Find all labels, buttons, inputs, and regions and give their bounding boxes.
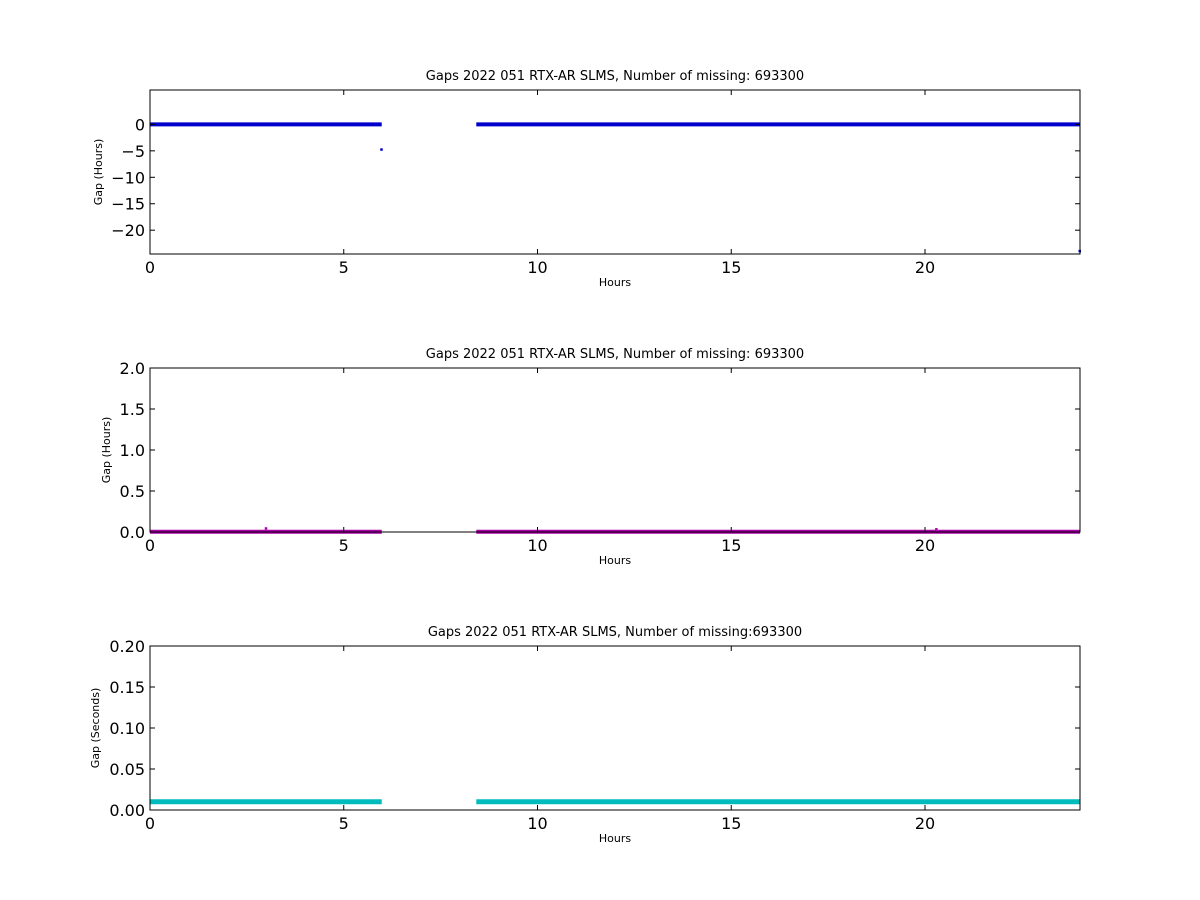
- gaps-hours-panel-top: Gaps 2022 051 RTX-AR SLMS, Number of mis…: [92, 69, 1081, 289]
- data-point: [935, 528, 938, 531]
- data-point: [380, 148, 383, 151]
- data-point: [264, 527, 268, 530]
- chart-title: Gaps 2022 051 RTX-AR SLMS, Number of mis…: [426, 69, 804, 84]
- y-tick-label: 0.5: [120, 482, 145, 501]
- x-tick-label: 15: [721, 536, 741, 555]
- y-tick-label: 0.15: [109, 678, 145, 697]
- x-tick-label: 0: [145, 258, 155, 277]
- y-tick-label: −20: [111, 221, 145, 240]
- y-tick-label: 0.00: [109, 801, 145, 820]
- x-tick-label: 10: [527, 536, 547, 555]
- y-axis-label: Gap (Hours): [100, 417, 113, 484]
- x-tick-label: 15: [721, 814, 741, 833]
- y-axis-label: Gap (Hours): [92, 139, 105, 206]
- plot-frame: [149, 367, 1081, 533]
- x-tick-label: 5: [339, 814, 349, 833]
- x-axis-label: Hours: [599, 554, 631, 567]
- data-series: [150, 122, 1081, 253]
- y-tick-label: 0.0: [120, 523, 145, 542]
- gaps-hours-panel-middle: Gaps 2022 051 RTX-AR SLMS, Number of mis…: [100, 347, 1081, 567]
- x-tick-label: 20: [915, 258, 935, 277]
- x-tick-label: 5: [339, 258, 349, 277]
- y-axis-label: Gap (Seconds): [89, 688, 102, 769]
- plot-frame: [149, 89, 1081, 255]
- x-tick-label: 10: [527, 814, 547, 833]
- y-tick-label: 0.20: [109, 637, 145, 656]
- y-tick-label: 1.5: [120, 400, 145, 419]
- chart-title: Gaps 2022 051 RTX-AR SLMS, Number of mis…: [428, 625, 802, 640]
- x-tick-label: 20: [915, 536, 935, 555]
- data-series: [150, 527, 1080, 534]
- x-axis-label: Hours: [599, 276, 631, 289]
- x-axis-label: Hours: [599, 832, 631, 845]
- y-tick-label: 2.0: [120, 359, 145, 378]
- plot-frame: [149, 645, 1081, 811]
- y-tick-label: 0.10: [109, 719, 145, 738]
- x-tick-label: 20: [915, 814, 935, 833]
- x-tick-label: 10: [527, 258, 547, 277]
- y-tick-label: −5: [121, 142, 145, 161]
- x-tick-label: 15: [721, 258, 741, 277]
- y-tick-label: 0: [135, 115, 145, 134]
- gaps-seconds-panel-bottom: Gaps 2022 051 RTX-AR SLMS, Number of mis…: [89, 625, 1081, 845]
- y-tick-label: 0.05: [109, 760, 145, 779]
- x-tick-label: 0: [145, 536, 155, 555]
- x-tick-label: 0: [145, 814, 155, 833]
- y-tick-label: −10: [111, 168, 145, 187]
- chart-title: Gaps 2022 051 RTX-AR SLMS, Number of mis…: [426, 347, 804, 362]
- y-tick-label: −15: [111, 195, 145, 214]
- x-tick-label: 5: [339, 536, 349, 555]
- y-tick-label: 1.0: [120, 441, 145, 460]
